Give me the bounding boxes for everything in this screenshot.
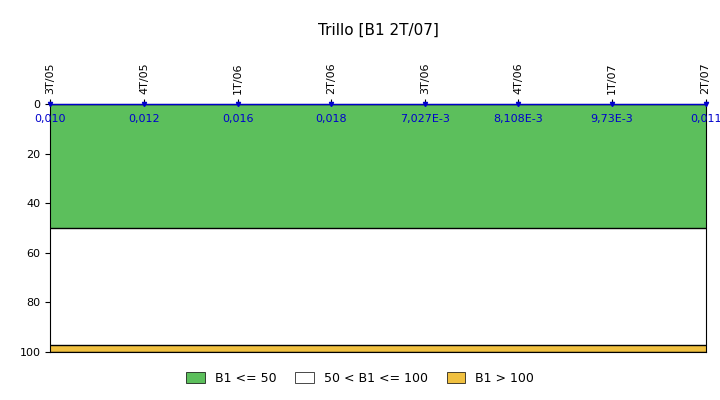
Text: 0,011: 0,011 (690, 114, 720, 124)
Text: 7,027E-3: 7,027E-3 (400, 114, 450, 124)
Title: Trillo [B1 2T/07]: Trillo [B1 2T/07] (318, 22, 438, 38)
Text: 0,016: 0,016 (222, 114, 253, 124)
Text: 0,010: 0,010 (35, 114, 66, 124)
Text: 9,73E-3: 9,73E-3 (590, 114, 634, 124)
Text: 8,108E-3: 8,108E-3 (493, 114, 544, 124)
Text: 0,018: 0,018 (315, 114, 347, 124)
Legend: B1 <= 50, 50 < B1 <= 100, B1 > 100: B1 <= 50, 50 < B1 <= 100, B1 > 100 (181, 367, 539, 390)
Text: 0,012: 0,012 (128, 114, 160, 124)
